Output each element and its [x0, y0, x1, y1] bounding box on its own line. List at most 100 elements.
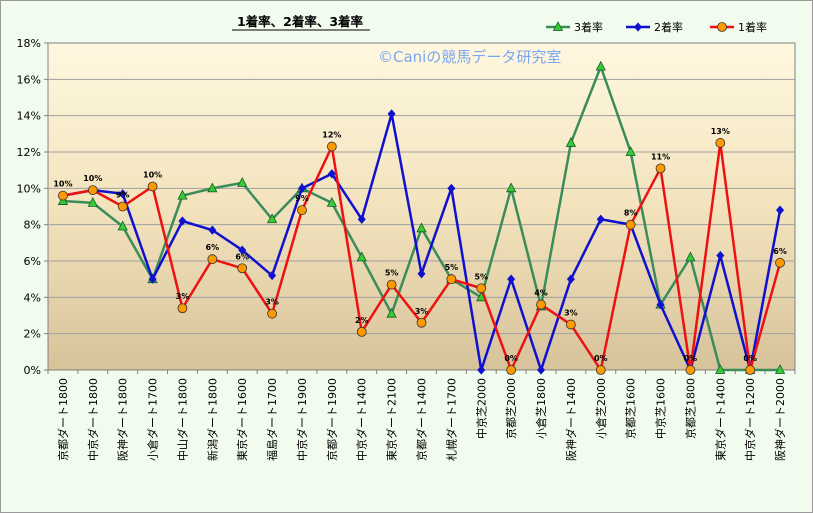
data-point [505, 182, 517, 193]
data-point [655, 163, 666, 174]
data-label: 6% [773, 247, 787, 256]
x-tick-label: 京都ダート1900 [325, 378, 339, 461]
data-point [87, 197, 98, 207]
x-tick-label: 阪神ダート2000 [773, 378, 787, 461]
data-label: 0% [594, 354, 608, 363]
data-point [775, 257, 785, 268]
data-point [117, 220, 128, 231]
data-point [566, 319, 576, 330]
x-tick-label: 京都ダート1800 [56, 378, 70, 461]
data-point [297, 205, 307, 216]
y-tick-label: 8% [24, 219, 41, 232]
data-label: 13% [711, 127, 730, 136]
y-tick-label: 0% [24, 364, 41, 377]
data-point [87, 185, 98, 196]
data-label: 0% [684, 354, 698, 363]
y-tick-label: 2% [24, 328, 41, 341]
x-tick-label: 中京芝1600 [654, 378, 668, 439]
data-point [326, 197, 338, 207]
legend-marker [717, 22, 727, 32]
data-label: 8% [624, 209, 638, 218]
data-point [565, 137, 577, 147]
data-label: 3% [415, 307, 429, 316]
x-tick-label: 新潟ダート1800 [205, 378, 219, 461]
data-labels: 10% 10% 9% 10% 3% 6% 6% 3% 9% 12% 2% 5% 3% 5% 5% 0% 4% 3%… [53, 127, 786, 363]
data-point [386, 307, 397, 318]
data-point [477, 365, 486, 375]
data-point [416, 317, 427, 328]
data-point [268, 270, 277, 281]
data-label: 10% [143, 171, 162, 180]
y-tick-label: 14% [17, 110, 41, 123]
data-point [207, 254, 218, 265]
data-point [476, 283, 487, 294]
data-label: 0% [504, 354, 518, 363]
data-point [507, 274, 516, 284]
data-point [776, 205, 785, 215]
data-point [238, 245, 247, 255]
data-point [416, 222, 427, 233]
data-label: 6% [206, 243, 220, 252]
legend: 3着率 2着率 1着率 [546, 20, 767, 34]
data-label: 0% [743, 354, 757, 363]
series-layer [57, 60, 786, 375]
y-tick-label: 6% [24, 255, 41, 268]
x-tick-label: 小倉芝2000 [594, 378, 608, 439]
data-point [595, 60, 606, 71]
data-label: 10% [53, 180, 72, 189]
data-point [446, 274, 457, 285]
x-tick-label: 京都芝1600 [624, 378, 638, 439]
data-point [506, 365, 517, 375]
data-point [177, 189, 188, 200]
data-point [536, 299, 546, 310]
x-tick-label: 中京ダート1400 [355, 378, 369, 461]
data-point [536, 365, 546, 375]
x-tick-label: 中山ダート1800 [175, 378, 189, 461]
data-label: 11% [651, 152, 670, 161]
x-tick-label: 京都ダート1400 [415, 378, 429, 461]
data-point [326, 141, 337, 152]
y-axis: 0% 2% 4% 6% 8% 10% 12% 14% 16% 18% [17, 37, 48, 377]
data-point [267, 308, 278, 319]
data-point [745, 365, 756, 375]
data-point [207, 182, 218, 193]
data-label: 3% [176, 292, 190, 301]
x-tick-label: 京都芝1800 [683, 378, 697, 439]
data-point [237, 263, 248, 274]
x-tick-label: 小倉芝1800 [534, 378, 548, 439]
data-label: 5% [385, 269, 399, 278]
y-tick-label: 4% [24, 291, 41, 304]
data-point [356, 326, 367, 337]
legend-marker [633, 22, 643, 32]
legend-label: 3着率 [574, 20, 603, 34]
data-label: 9% [295, 194, 309, 203]
x-axis: 京都ダート1800 中京ダート1800 阪神ダート1800 小倉ダート1700 中山ダー… [47, 370, 796, 461]
x-tick-label: 小倉ダート1700 [146, 378, 160, 461]
data-point [566, 274, 575, 284]
data-point [178, 216, 187, 226]
data-label: 6% [235, 252, 249, 261]
data-point [715, 138, 726, 148]
data-point [208, 225, 217, 235]
data-point [357, 214, 366, 224]
data-point [387, 109, 396, 119]
series-3 [58, 138, 785, 375]
data-label: 3% [265, 298, 279, 307]
plot-area [47, 42, 796, 371]
y-tick-label: 12% [17, 146, 41, 159]
data-label: 9% [116, 191, 130, 200]
y-tick-label: 10% [17, 182, 41, 195]
data-point [595, 365, 606, 375]
data-point [774, 364, 786, 374]
y-tick-label: 16% [17, 73, 41, 86]
data-label: 10% [83, 174, 102, 183]
data-point [266, 213, 278, 224]
data-point [685, 365, 696, 375]
grid-lines [48, 78, 795, 335]
data-point [237, 177, 248, 187]
watermark-text: ©Caniの競馬データ研究室 [378, 48, 561, 66]
x-tick-label: 東京ダート1600 [235, 378, 249, 461]
data-point [625, 219, 636, 230]
data-point [327, 169, 336, 179]
